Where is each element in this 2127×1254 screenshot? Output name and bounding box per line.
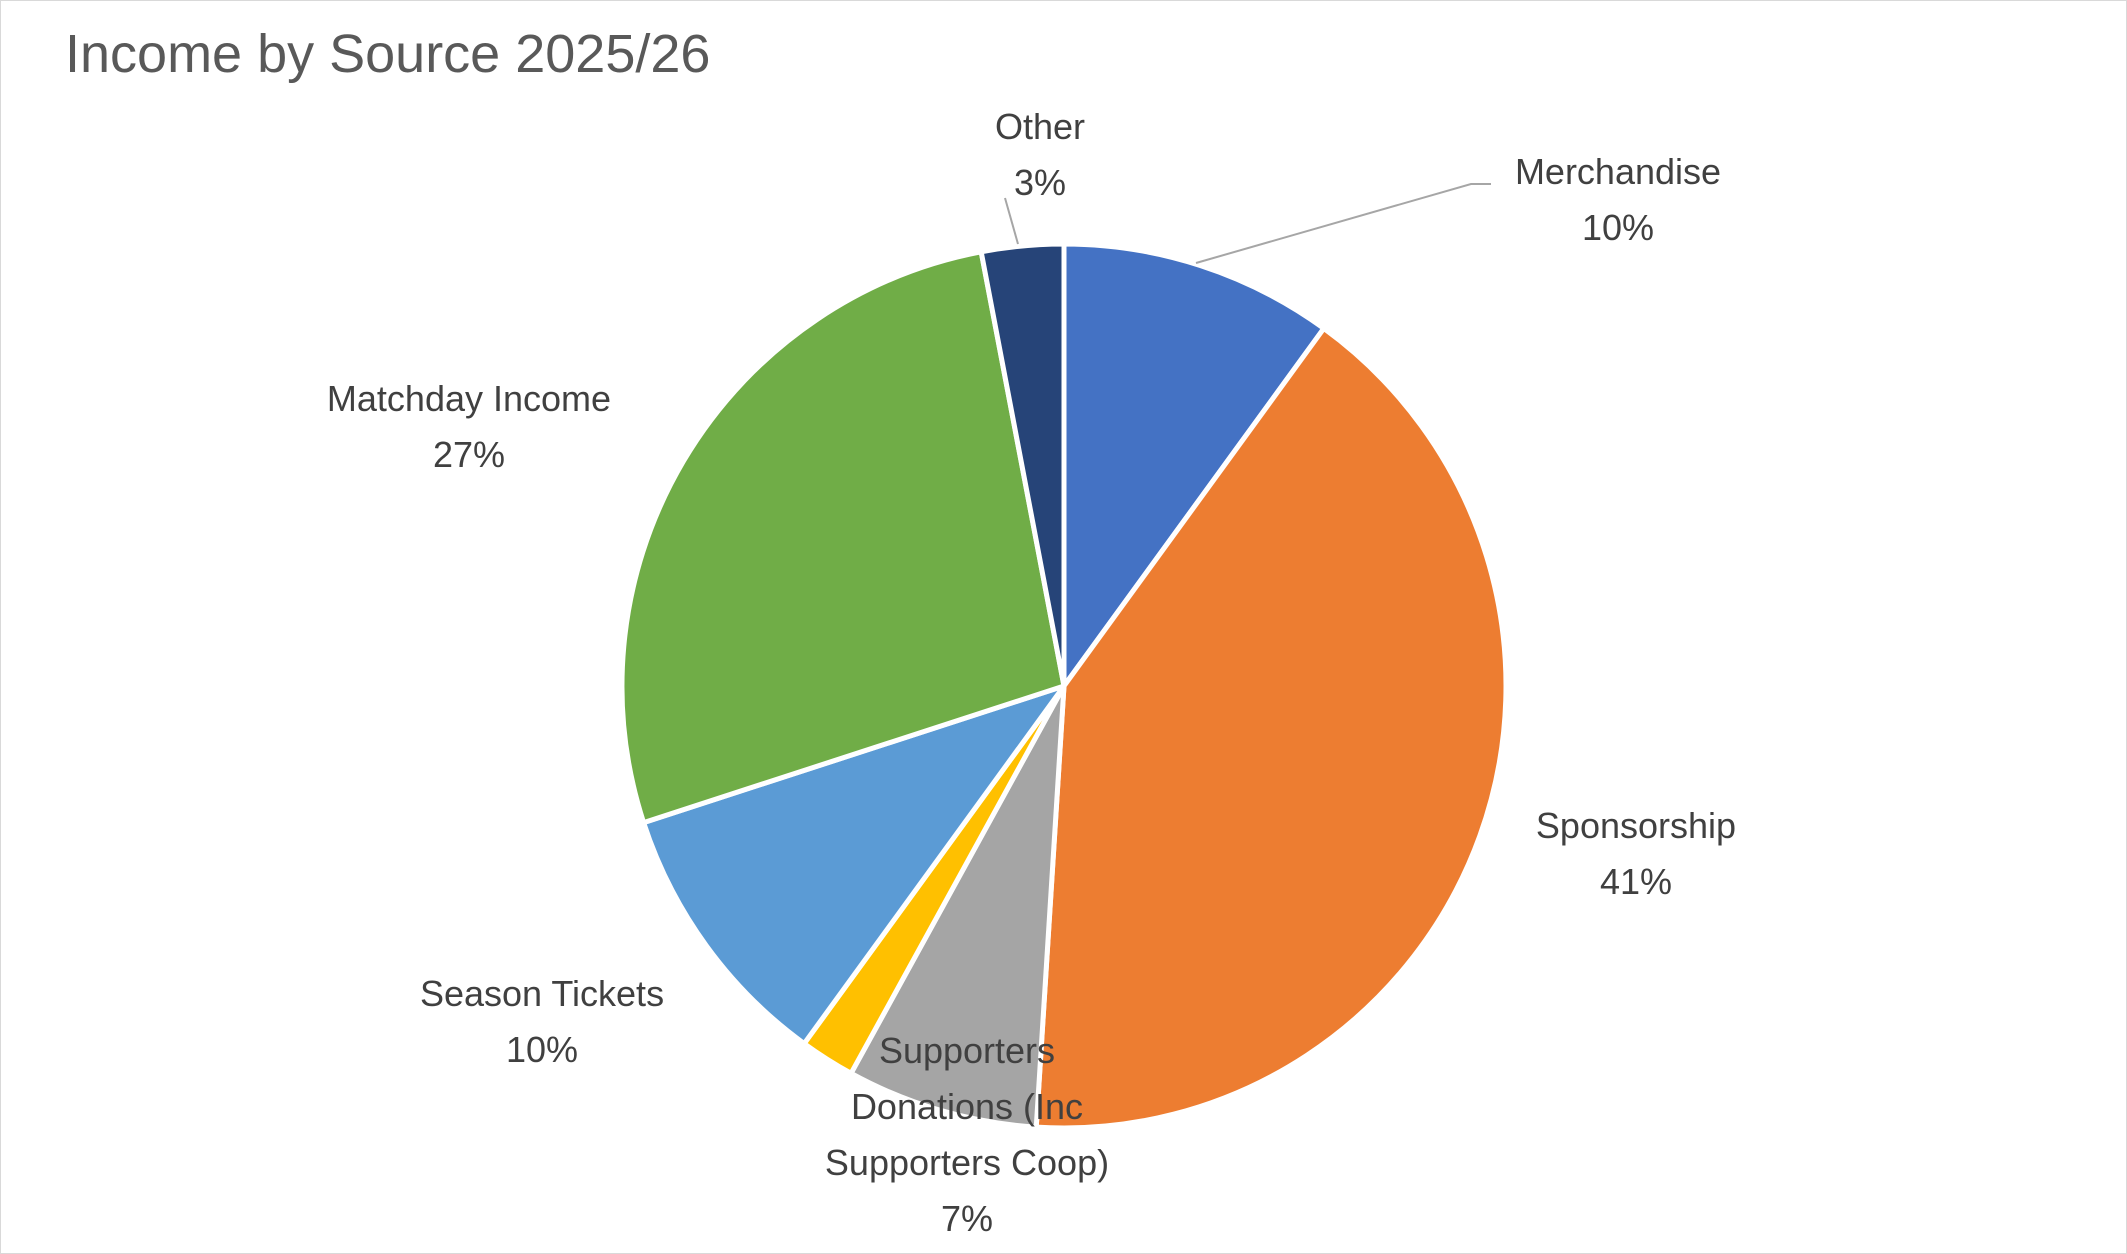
pie-slice-sponsorship [1033,325,1509,1131]
pie-slice-matchday-income [619,249,1067,826]
data-label-percent: 10% [1582,207,1654,248]
data-label-category: Sponsorship [1536,805,1736,846]
data-label-category: Donations (Inc [851,1086,1083,1127]
data-label-percent: 7% [941,1198,993,1239]
data-label-category: Supporters [879,1030,1055,1071]
data-label-category: Matchday Income [327,378,611,419]
data-label-matchday-income: Matchday Income 27% [327,378,611,475]
pie-slice-supporters-donations-inc-supporters-coop [848,683,1067,1130]
data-label-supporters-donations-inc-supporters-coop: Supporters Donations (Inc Supporters Coop)… [825,1030,1109,1239]
data-label-category: Season Tickets [420,973,664,1014]
data-label-sponsorship: Sponsorship 41% [1536,805,1736,902]
chart-title: Income by Source 2025/26 [65,24,711,84]
data-label-percent: 41% [1600,861,1672,902]
data-label-percent: 10% [506,1029,578,1070]
data-label-merchandise: Merchandise 10% [1515,151,1721,248]
data-label-category: Other [995,106,1085,147]
pie-slice-merchandise [1061,241,1327,689]
data-label-percent: 3% [1014,162,1066,203]
data-label-category: Merchandise [1515,151,1721,192]
leader-line-merchandise [1195,183,1491,264]
pie-slice-season-tickets [641,683,1067,1047]
data-label-season-tickets: Season Tickets 10% [420,973,664,1070]
data-label-category: Supporters Coop) [825,1142,1109,1183]
data-label-percent: 27% [433,434,505,475]
pie-slice-other [978,241,1067,689]
leader-line-other [1004,197,1019,245]
data-label-other: Other 3% [995,106,1085,203]
